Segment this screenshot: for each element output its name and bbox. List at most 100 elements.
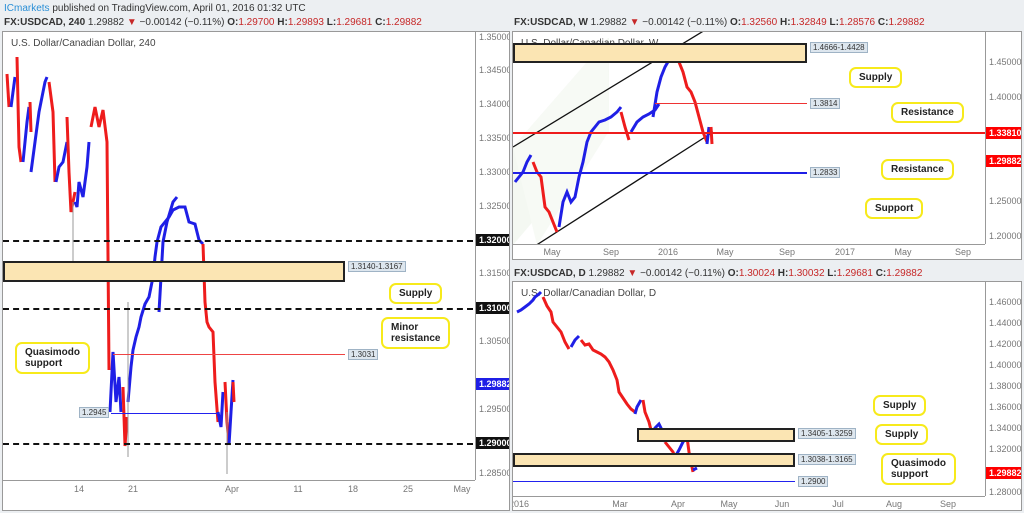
h4-chart-panel[interactable]: U.S. Dollar/Canadian Dollar, 240 [2,31,510,511]
h4-symbol: FX:USDCAD, 240 [4,17,86,28]
o-label: O: [729,17,742,28]
h4-current-price-label: 1.29882 [476,378,509,390]
x-tick: 21 [127,484,139,494]
h4-level-label: 1.31000 [476,302,509,314]
h-label: H: [777,268,789,279]
daily-x-axis[interactable]: 2016 Mar Apr May Jun Jul Aug Sep [513,496,985,510]
weekly-resistance-13381-line [513,132,985,134]
y-tick: 1.38000 [989,381,1022,391]
h4-ohlc-header: FX:USDCAD, 240 1.29882 ▼ −0.00142 (−0.11… [4,17,422,28]
weekly-high: 1.32849 [790,17,827,28]
daily-quasimodo-line [513,481,795,482]
h4-minor-resistance-tag: 1.3031 [348,349,379,360]
h4-open: 1.29700 [238,17,275,28]
h4-price: 1.29882 [87,17,125,28]
down-arrow-icon: ▼ [629,17,640,28]
weekly-close: 1.29882 [888,17,925,28]
daily-supply-1-tag: 1.3405-1.3259 [798,428,856,439]
publisher-line: ICmarkets published on TradingView.com, … [4,3,306,14]
weekly-x-axis[interactable]: May Sep 2016 May Sep 2017 May Sep [513,244,985,259]
daily-supply-zone-1[interactable] [637,428,795,442]
x-tick: Apr [224,484,240,494]
weekly-resistance-13814-line [655,103,807,104]
h4-level-label: 1.32000 [476,234,509,246]
daily-quasimodo-callout: Quasimodo support [881,453,957,485]
y-tick: 1.28500 [479,468,510,478]
x-tick: May [543,247,561,257]
x-tick: Sep [954,247,972,257]
daily-y-axis[interactable]: 1.46000 1.44000 1.42000 1.40000 1.38000 … [985,282,1022,497]
weekly-resistance-callout-2: Resistance [881,159,954,180]
daily-supply-zone-2[interactable] [513,453,795,467]
weekly-candles [513,32,714,244]
x-tick: 18 [347,484,359,494]
publisher-text: published on TradingView.com, April 01, … [52,3,306,14]
x-tick: Sep [778,247,796,257]
daily-quasimodo-tag: 1.2900 [798,476,829,487]
weekly-support-tag: 1.2833 [810,167,841,178]
y-tick: 1.28000 [989,487,1022,497]
y-tick: 1.40000 [989,360,1022,370]
h4-x-axis[interactable]: 14 21 Apr 11 18 25 May [3,480,475,510]
y-tick: 1.32500 [479,201,510,211]
weekly-chart-panel[interactable]: U.S. Dollar/Canadian Dollar, W 1.4666-1.… [512,31,1022,260]
o-label: O: [727,268,739,279]
daily-supply-2-tag: 1.3038-1.3165 [798,454,856,465]
c-label: C: [877,17,889,28]
weekly-symbol: FX:USDCAD, W [514,17,588,28]
h4-y-axis[interactable]: 1.35000 1.34500 1.34000 1.33500 1.33000 … [475,32,510,480]
weekly-y-axis[interactable]: 1.45000 1.40000 1.35000 1.33810 1.29882 … [985,32,1022,244]
l-label: L: [827,268,837,279]
h4-supply-zone-tag: 1.3140-1.3167 [348,261,406,272]
daily-supply-callout-2: Supply [875,424,929,445]
l-label: L: [829,17,839,28]
x-tick: 2016 [657,247,679,257]
y-tick: 1.20000 [989,231,1022,241]
h-label: H: [780,17,791,28]
y-tick: 1.33000 [479,167,510,177]
daily-change: −0.00142 (−0.11%) [640,268,725,279]
y-tick: 1.30500 [479,336,510,346]
weekly-supply-zone[interactable] [513,43,807,63]
c-label: C: [375,17,386,28]
daily-chart-title: U.S. Dollar/Canadian Dollar, D [521,288,657,299]
x-tick: May [453,484,471,494]
y-tick: 1.45000 [989,57,1022,67]
weekly-low: 1.28576 [838,17,876,28]
h4-minor-resistance-line [113,354,345,355]
y-tick: 1.34500 [479,65,510,75]
weekly-resistance-callout-1: Resistance [891,102,964,123]
daily-price: 1.29882 [588,268,625,279]
x-tick: May [720,499,738,509]
weekly-resistance-price-label: 1.33810 [986,127,1021,139]
x-tick: 14 [73,484,85,494]
c-label: C: [875,268,887,279]
daily-low: 1.29681 [836,268,873,279]
h-label: H: [277,17,288,28]
x-tick: May [894,247,912,257]
weekly-current-price-label: 1.29882 [986,155,1021,167]
y-tick: 1.29500 [479,404,510,414]
y-tick: 1.46000 [989,297,1022,307]
daily-close: 1.29882 [886,268,923,279]
publisher-link[interactable]: ICmarkets [4,3,50,14]
y-tick: 1.40000 [989,92,1022,102]
daily-chart-panel[interactable]: U.S. Dollar/Canadian Dollar, D 1.3405-1.… [512,281,1022,511]
weekly-supply-callout: Supply [849,67,903,88]
weekly-resistance-tag: 1.3814 [810,98,841,109]
x-tick: 2017 [834,247,856,257]
weekly-open: 1.32560 [741,17,778,28]
o-label: O: [227,17,239,28]
l-label: L: [326,17,337,28]
h4-chart-title: U.S. Dollar/Canadian Dollar, 240 [11,38,156,49]
h4-supply-zone[interactable] [3,261,345,282]
daily-high: 1.30032 [788,268,825,279]
x-tick: Apr [670,499,686,509]
down-arrow-icon: ▼ [627,268,638,279]
weekly-ohlc-header: FX:USDCAD, W 1.29882 ▼ −0.00142 (−0.11%)… [514,17,925,28]
h4-supply-callout: Supply [389,283,443,304]
weekly-supply-tag: 1.4666-1.4428 [810,42,868,53]
y-tick: 1.36000 [989,402,1022,412]
daily-ohlc-header: FX:USDCAD, D 1.29882 ▼ −0.00142 (−0.11%)… [514,268,922,279]
h4-level-12900-line [3,443,473,445]
